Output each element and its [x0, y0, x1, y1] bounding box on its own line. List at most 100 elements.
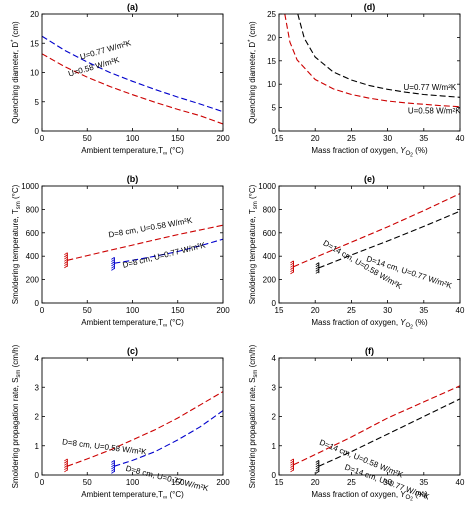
y-axis-label: Quenching diameter, D* (cm)	[248, 21, 257, 124]
y-tick-label: 0	[272, 299, 277, 308]
y-tick-label: 3	[272, 383, 277, 392]
x-axis-label: Ambient temperature,T∞ (°C)	[81, 146, 184, 157]
start-hatch	[315, 262, 320, 274]
x-tick-label: 15	[275, 306, 284, 315]
y-axis-label: Smoldering propagation rate, Ssm (cm/h)	[248, 344, 259, 488]
hatch-tick	[315, 266, 320, 270]
hatch-tick	[64, 263, 68, 267]
hatch-tick	[290, 260, 294, 264]
hatch-tick	[290, 269, 294, 273]
hatch-tick	[111, 460, 115, 463]
curve-annotation: U=0.58 W/m²K	[408, 107, 461, 116]
x-tick-label: 150	[171, 478, 185, 487]
start-hatch	[111, 460, 115, 474]
x-tick-label: 40	[456, 134, 465, 143]
hatch-tick	[64, 460, 68, 464]
x-axis-label: Mass fraction of oxygen, YO2 (%)	[311, 146, 428, 159]
x-tick-label: 0	[40, 478, 45, 487]
x-axis-label: Mass fraction of oxygen, YO2 (%)	[311, 490, 428, 503]
y-tick-label: 10	[30, 69, 39, 78]
x-tick-label: 0	[40, 306, 45, 315]
chart-panel: (b) 0 50 100 150 200 0 200 400 600 800 1000 D=8 cm, …	[11, 174, 230, 329]
curve-annotation: U=0.77 W/m²K	[404, 83, 457, 92]
hatch-tick	[290, 271, 294, 275]
hatch-tick	[111, 464, 115, 468]
x-tick-label: 0	[40, 134, 45, 143]
hatch-tick	[290, 462, 294, 466]
hatch-tick	[111, 468, 115, 472]
y-tick-label: 1000	[21, 182, 39, 191]
x-tick-label: 15	[275, 134, 284, 143]
series-line	[67, 391, 223, 467]
start-hatch	[64, 458, 68, 473]
x-tick-label: 150	[171, 134, 185, 143]
hatch-tick	[111, 471, 115, 474]
panel-label: (e)	[364, 174, 375, 184]
y-tick-label: 200	[26, 276, 40, 285]
plot-frame	[278, 357, 461, 476]
hatch-tick	[64, 458, 68, 462]
y-tick-label: 20	[267, 33, 276, 42]
panel-label: (b)	[127, 174, 139, 184]
series-line	[297, 14, 460, 98]
y-tick-label: 2	[35, 413, 40, 422]
hatch-tick	[64, 261, 68, 264]
x-tick-label: 150	[171, 306, 185, 315]
hatch-tick	[64, 256, 68, 260]
y-tick-label: 800	[26, 205, 40, 214]
x-tick-label: 100	[126, 306, 140, 315]
plot-frame	[41, 185, 224, 304]
hatch-tick	[111, 462, 115, 465]
start-hatch	[290, 260, 294, 275]
hatch-tick	[64, 469, 68, 473]
x-tick-label: 50	[83, 478, 92, 487]
x-tick-label: 20	[311, 306, 320, 315]
y-tick-label: 0	[272, 127, 277, 136]
series-line	[114, 238, 223, 264]
y-tick-label: 0	[35, 471, 40, 480]
hatch-tick	[290, 458, 294, 462]
hatch-tick	[64, 467, 68, 471]
y-tick-label: 10	[267, 80, 276, 89]
x-tick-label: 35	[419, 478, 428, 487]
y-axis-label: Smoldering propagation rate, Ssm (cm/h)	[11, 344, 22, 488]
y-tick-label: 25	[267, 10, 276, 19]
x-tick-label: 35	[419, 134, 428, 143]
hatch-tick	[64, 252, 68, 256]
hatch-tick	[290, 262, 294, 266]
hatch-tick	[315, 468, 320, 472]
y-axis-label: Quenching diameter, D* (cm)	[11, 21, 20, 124]
x-tick-label: 35	[419, 306, 428, 315]
x-tick-label: 50	[83, 134, 92, 143]
panel-label: (c)	[127, 346, 138, 356]
y-axis-label: Smoldering temperature, Tsm (°C)	[248, 184, 259, 304]
y-tick-label: 0	[35, 299, 40, 308]
x-tick-label: 100	[126, 134, 140, 143]
series-line	[42, 35, 223, 113]
hatch-tick	[290, 469, 294, 473]
start-hatch	[64, 252, 68, 269]
hatch-tick	[111, 259, 115, 262]
y-tick-label: 1	[272, 442, 277, 451]
x-tick-label: 15	[275, 478, 284, 487]
series-line	[318, 210, 460, 269]
y-tick-label: 4	[35, 354, 40, 363]
y-tick-label: 600	[263, 229, 277, 238]
y-tick-label: 200	[263, 276, 277, 285]
x-tick-label: 50	[83, 306, 92, 315]
curve-annotation: U=0.58 W/m²K	[67, 55, 121, 78]
x-tick-label: 200	[216, 134, 230, 143]
hatch-tick	[290, 264, 294, 268]
hatch-tick	[315, 464, 320, 468]
hatch-tick	[111, 268, 115, 271]
start-hatch	[315, 460, 320, 474]
x-axis-label: Ambient temperature,T∞ (°C)	[81, 318, 184, 329]
x-tick-label: 200	[216, 478, 230, 487]
y-tick-label: 3	[35, 383, 40, 392]
y-tick-label: 20	[30, 10, 39, 19]
y-tick-label: 600	[26, 229, 40, 238]
y-tick-label: 1	[35, 442, 40, 451]
series-line	[114, 410, 223, 467]
